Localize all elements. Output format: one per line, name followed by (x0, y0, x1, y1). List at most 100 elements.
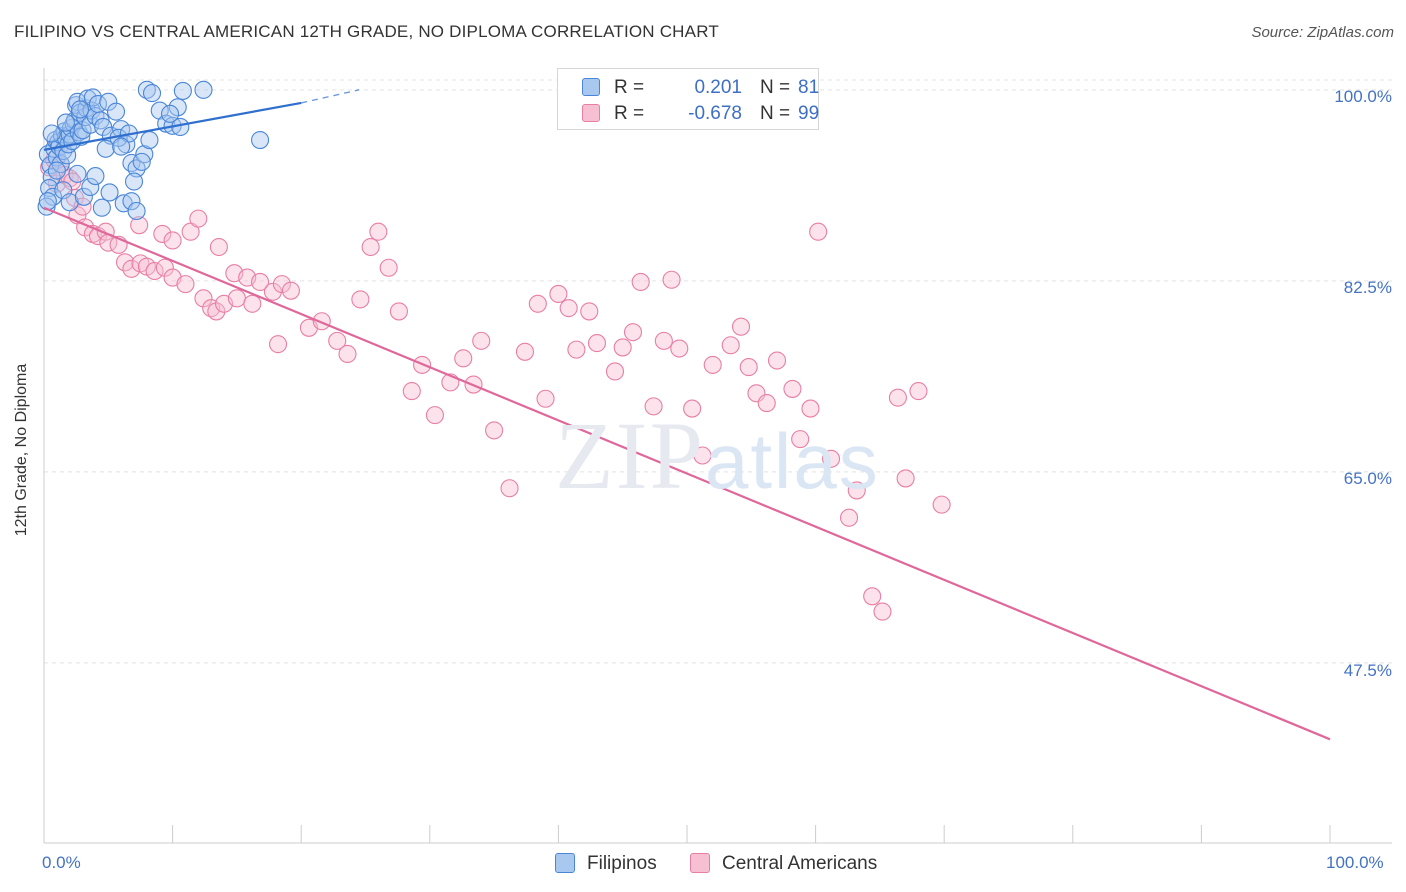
central-american-point (670, 339, 689, 358)
filipino-point (42, 124, 61, 143)
filipino-point (137, 80, 156, 99)
central-american-point (896, 469, 915, 488)
y-axis-label: 12th Grade, No Diploma (13, 363, 30, 537)
central-american-point (379, 258, 398, 277)
filipino-point (142, 84, 162, 103)
central-american-point (821, 449, 841, 468)
central-american-point (500, 479, 519, 498)
filipino-point (86, 167, 105, 186)
central-american-point (269, 335, 288, 354)
central-american-point (485, 421, 504, 440)
central-american-point (693, 446, 712, 465)
central-american-point (243, 294, 262, 313)
filipino-point (106, 102, 126, 121)
central-american-point (454, 349, 473, 368)
filipinos-trend-extension (301, 89, 360, 104)
central-american-point (328, 331, 347, 350)
central-american-point (472, 331, 491, 350)
central-american-point (515, 342, 535, 361)
central-american-point (361, 237, 380, 257)
bottom-legend-swatch-pink (690, 853, 710, 873)
filipino-point (250, 130, 270, 150)
filipino-point (100, 183, 119, 202)
trend-lines (43, 89, 1331, 741)
filipino-point (132, 152, 151, 171)
central-american-point (528, 294, 547, 313)
central-american-point (662, 270, 681, 289)
central-american-point (194, 289, 213, 308)
y-tick-label-82-5: 82.5% (1343, 278, 1392, 297)
central-american-point (189, 209, 208, 228)
legend-r-label: R = (614, 103, 645, 124)
bottom-legend-label: Central Americans (722, 853, 878, 874)
chart-title: FILIPINO VS CENTRAL AMERICAN 12TH GRADE,… (14, 22, 719, 41)
filipino-point (160, 104, 180, 123)
central-american-point (155, 258, 174, 277)
filipino-point (140, 130, 159, 150)
central-american-point (888, 388, 907, 407)
central-american-point (549, 284, 568, 304)
y-tick-label-47-5: 47.5% (1343, 661, 1392, 680)
central-american-point (176, 275, 195, 294)
filipino-point (68, 164, 87, 183)
watermark: ZIPatlas (555, 400, 880, 511)
central-american-point (873, 602, 892, 621)
legend-r-value: 0.201 (694, 77, 742, 98)
bottom-legend-label: Filipinos (587, 853, 657, 874)
central-american-point (909, 382, 928, 401)
filipino-point (74, 187, 93, 206)
filipino-point (60, 193, 79, 212)
filipino-point (96, 139, 115, 158)
central-american-point (809, 222, 828, 241)
filipino-point (47, 161, 66, 180)
filipino-point (56, 113, 75, 132)
filipino-point (194, 80, 213, 99)
legend-n-label: N = (760, 77, 791, 98)
central-american-point (272, 275, 291, 294)
filipino-point (40, 179, 59, 198)
legend-n-value: 99 (798, 103, 820, 124)
central-american-point (683, 399, 702, 418)
central-american-point (153, 224, 172, 243)
filipinos-trend-line (43, 101, 302, 151)
central-american-point (402, 382, 421, 401)
central-american-point (559, 299, 578, 318)
legend-n-label: N = (760, 103, 791, 124)
central-american-point (281, 281, 300, 300)
filipinos-points (37, 80, 270, 221)
central-american-point (801, 399, 820, 418)
filipino-point (127, 201, 146, 221)
central-american-point (587, 334, 607, 353)
central-american-point (250, 272, 270, 291)
legend-n-value: 81 (798, 77, 820, 98)
y-tick-label-100: 100.0% (1334, 87, 1392, 106)
central-american-point (703, 355, 722, 374)
central-american-point (839, 508, 859, 527)
filipino-point (70, 100, 90, 119)
filipino-point (92, 198, 111, 217)
central-american-point (351, 290, 370, 309)
central-american-point (580, 302, 599, 321)
filipino-point (81, 177, 100, 197)
central-american-point (767, 351, 787, 370)
bottom-legend-swatch-blue (555, 853, 575, 873)
central-american-point (163, 231, 182, 250)
central-american-point (932, 495, 951, 514)
chart-source: Source: ZipAtlas.com (1251, 24, 1394, 41)
central-american-point (567, 340, 586, 359)
central-american-point (207, 302, 226, 321)
filipino-point (150, 101, 169, 120)
central-american-point (654, 331, 673, 350)
filipino-point (122, 192, 141, 211)
watermark-atlas: atlas (705, 417, 880, 505)
filipino-point (124, 172, 144, 191)
central-american-point (338, 344, 357, 364)
filipino-point (38, 192, 57, 211)
central-american-point (369, 222, 388, 241)
central-american-point (739, 358, 758, 377)
central-american-point (145, 261, 164, 281)
filipino-point (112, 137, 131, 156)
central-american-point (731, 317, 751, 336)
central-american-point (644, 397, 663, 416)
